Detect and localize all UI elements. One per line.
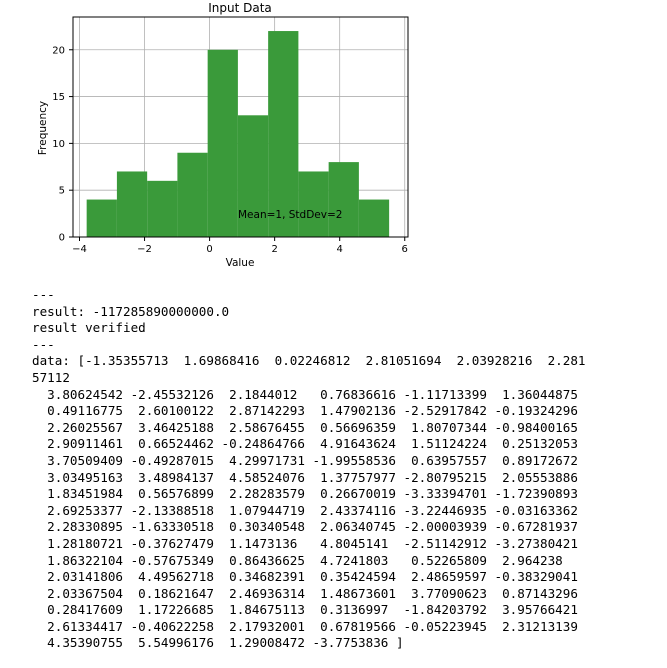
console-line: 57112: [32, 369, 70, 385]
histogram-bar: [86, 199, 117, 237]
y-tick-label: 0: [59, 233, 65, 244]
console-line: 2.03141806 4.49562718 0.34682391 0.35424…: [32, 569, 578, 585]
histogram-bar: [237, 115, 269, 237]
histogram-bar: [268, 31, 299, 237]
histogram-bar: [116, 171, 148, 237]
x-tick-label: −4: [72, 244, 87, 255]
console-line: 2.61334417 -0.40622258 2.17932001 0.6781…: [32, 618, 578, 634]
histogram-bar: [147, 180, 178, 237]
console-line: 2.26025567 3.46425188 2.58676455 0.56696…: [32, 419, 578, 435]
console-line: ---: [32, 287, 55, 302]
console-line: 2.03367504 0.18621647 2.46936314 1.48673…: [32, 585, 578, 601]
annotation-text: Mean=1, StdDev=2: [238, 209, 342, 221]
histogram-bars: [86, 31, 390, 237]
console-line: 1.83451984 0.56576899 2.28283579 0.26670…: [32, 486, 578, 502]
y-tick-label: 5: [59, 186, 65, 197]
console-line: result verified: [32, 320, 146, 336]
histogram-bar: [358, 199, 390, 237]
console-line: 4.35390755 5.54996176 1.29008472 -3.7753…: [32, 635, 404, 651]
histogram-bar: [177, 152, 208, 237]
x-tick-label: 0: [206, 244, 212, 255]
console-output: --- result: -117285890000000.0 result veri…: [32, 287, 586, 652]
console-line: 3.03495163 3.48984137 4.58524076 1.37757…: [32, 469, 578, 485]
plot-frame: [72, 16, 409, 238]
console-line: 1.28180721 -0.37627479 1.1473136 4.80451…: [32, 535, 578, 551]
console-line: 3.80624542 -2.45532126 2.1844012 0.76836…: [32, 386, 578, 402]
x-tick-label: 2: [271, 244, 277, 255]
console-line: result: -117285890000000.0: [32, 303, 230, 319]
console-line: 2.69253377 -2.13388518 1.07944719 2.4337…: [32, 502, 578, 518]
x-tick-label: 4: [337, 244, 343, 255]
console-line: 2.28330895 -1.63330518 0.30340548 2.0634…: [32, 519, 578, 535]
histogram-chart: Input Data −4 −2 0 2 4 6 0 5 10 15 20 Mean=1, Std…: [37, 1, 409, 269]
console-line: 3.70509409 -0.49287015 4.29971731 -1.995…: [32, 452, 578, 468]
y-tick-label: 15: [52, 92, 65, 103]
console-line: ---: [32, 336, 55, 352]
console-line: 1.86322104 -0.57675349 0.86436625 4.7241…: [32, 552, 563, 568]
console-line: 0.28417609 1.17226685 1.84675113 0.31369…: [32, 602, 578, 618]
console-line: 2.90911461 0.66524462 -0.24864766 4.9164…: [32, 436, 578, 452]
x-axis-ticks: −4 −2 0 2 4 6: [72, 237, 408, 255]
x-tick-label: −2: [137, 244, 152, 255]
console-line: 0.49116775 2.60100122 2.87142293 1.47902…: [32, 403, 578, 419]
y-tick-label: 20: [52, 45, 65, 56]
chart-title: Input Data: [208, 1, 272, 15]
y-tick-label: 10: [52, 139, 65, 150]
y-axis-ticks: 0 5 10 15 20: [52, 45, 73, 244]
y-axis-label: Frequency: [37, 101, 49, 155]
histogram-bar: [328, 162, 359, 237]
x-tick-label: 6: [402, 244, 408, 255]
histogram-bar: [207, 49, 238, 237]
histogram-bar: [298, 171, 329, 237]
x-axis-label: Value: [226, 257, 255, 269]
console-line: data: [-1.35355713 1.69868416 0.02246812…: [32, 353, 586, 369]
